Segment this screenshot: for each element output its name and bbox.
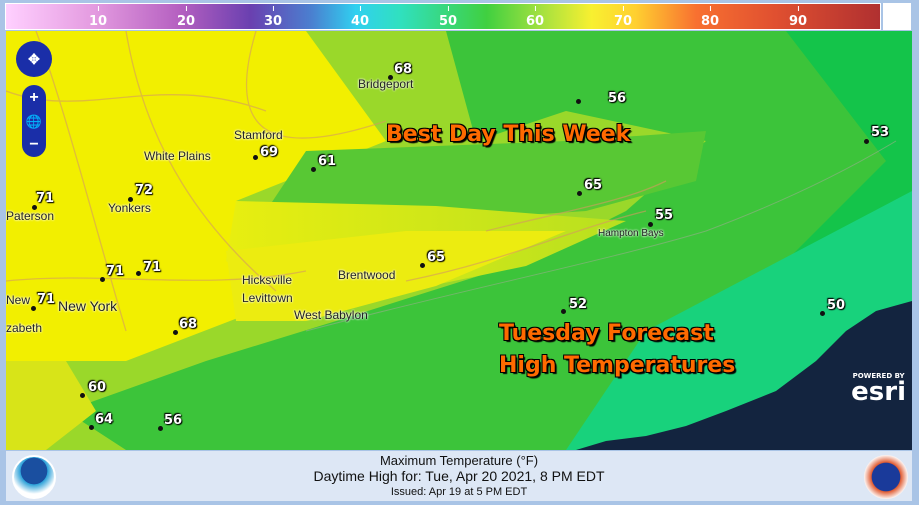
- place-label: Yonkers: [108, 201, 151, 215]
- esri-logo: POWERED BY esri: [851, 372, 906, 407]
- station-dot: [32, 205, 37, 210]
- nws-logo: [864, 455, 908, 499]
- station-dot: [136, 271, 141, 276]
- globe-icon[interactable]: 🌐: [25, 113, 43, 131]
- temperature-value: 65: [584, 178, 603, 193]
- station-dot: [648, 222, 653, 227]
- temperature-value: 53: [871, 125, 890, 140]
- station-dot: [388, 75, 393, 80]
- legend-tick: 30: [263, 6, 283, 29]
- legend-tick: 20: [176, 6, 196, 29]
- temperature-value: 69: [260, 145, 279, 160]
- pan-arrows-icon: ✥: [28, 51, 40, 67]
- station-dot: [80, 393, 85, 398]
- place-label: Hampton Bays: [598, 228, 664, 239]
- station-dot: [577, 191, 582, 196]
- place-label: West Babylon: [294, 308, 368, 322]
- legend-tick: 80: [700, 6, 720, 29]
- pan-control[interactable]: ✥: [16, 41, 52, 77]
- station-dot: [311, 167, 316, 172]
- place-label: New: [6, 293, 31, 307]
- place-label: zabeth: [6, 321, 43, 335]
- temperature-field: [6, 31, 912, 450]
- forecast-map[interactable]: ✥ + 🌐 − Bridgeport White Plains Stamford…: [6, 31, 912, 450]
- station-dot: [576, 99, 581, 104]
- temperature-value: 65: [427, 250, 446, 265]
- legend-tick: 60: [525, 6, 545, 29]
- footer-issued: Issued: Apr 19 at 5 PM EDT: [390, 486, 528, 498]
- legend-tick: 90: [788, 6, 808, 29]
- temperature-value: 50: [827, 298, 846, 313]
- place-label: Levittown: [242, 291, 293, 305]
- temperature-value: 68: [394, 62, 413, 77]
- place-label: White Plains: [144, 149, 211, 163]
- station-dot: [864, 139, 869, 144]
- station-dot: [253, 155, 258, 160]
- station-dot: [31, 306, 36, 311]
- temperature-value: 71: [106, 264, 125, 279]
- map-footer: Maximum Temperature (°F) Daytime High fo…: [6, 451, 912, 501]
- temperature-value: 68: [179, 317, 198, 332]
- overlay-headline: Best Day This Week: [386, 122, 631, 147]
- legend-tick: 50: [438, 6, 458, 29]
- overlay-title: Tuesday Forecast: [499, 321, 714, 346]
- noaa-logo: [12, 455, 56, 499]
- legend-no-data-swatch: [883, 3, 911, 30]
- zoom-out-button[interactable]: −: [25, 136, 43, 154]
- temperature-value: 56: [164, 413, 183, 428]
- place-label: Stamford: [234, 128, 283, 142]
- place-label: New York: [58, 298, 118, 314]
- station-dot: [128, 197, 133, 202]
- station-dot: [820, 311, 825, 316]
- place-label: Brentwood: [338, 268, 396, 282]
- legend-tick: 10: [88, 6, 108, 29]
- station-dot: [100, 277, 105, 282]
- temperature-value: 52: [569, 297, 588, 312]
- overlay-subtitle: High Temperatures: [499, 353, 736, 378]
- place-label: Hicksville: [242, 273, 293, 287]
- temperature-value: 64: [95, 412, 114, 427]
- legend-tick: 40: [350, 6, 370, 29]
- temperature-value: 71: [36, 191, 55, 206]
- zoom-in-button[interactable]: +: [25, 89, 43, 107]
- place-label: Paterson: [6, 209, 55, 223]
- temperature-value: 71: [37, 292, 56, 307]
- station-dot: [89, 425, 94, 430]
- temperature-color-legend: 10 20 30 40 50 60 70 80 90: [5, 3, 881, 30]
- temperature-value: 61: [318, 154, 337, 169]
- station-dot: [561, 309, 566, 314]
- temperature-value: 60: [88, 380, 107, 395]
- station-dot: [173, 330, 178, 335]
- legend-tick: 70: [613, 6, 633, 29]
- temperature-value: 71: [143, 260, 162, 275]
- footer-title: Maximum Temperature (°F): [379, 453, 539, 468]
- temperature-value: 55: [655, 208, 674, 223]
- station-dot: [420, 263, 425, 268]
- temperature-value: 56: [608, 91, 627, 106]
- station-dot: [158, 426, 163, 431]
- footer-subtitle: Daytime High for: Tue, Apr 20 2021, 8 PM…: [313, 468, 605, 484]
- temperature-value: 72: [135, 183, 154, 198]
- place-label: Bridgeport: [358, 77, 414, 91]
